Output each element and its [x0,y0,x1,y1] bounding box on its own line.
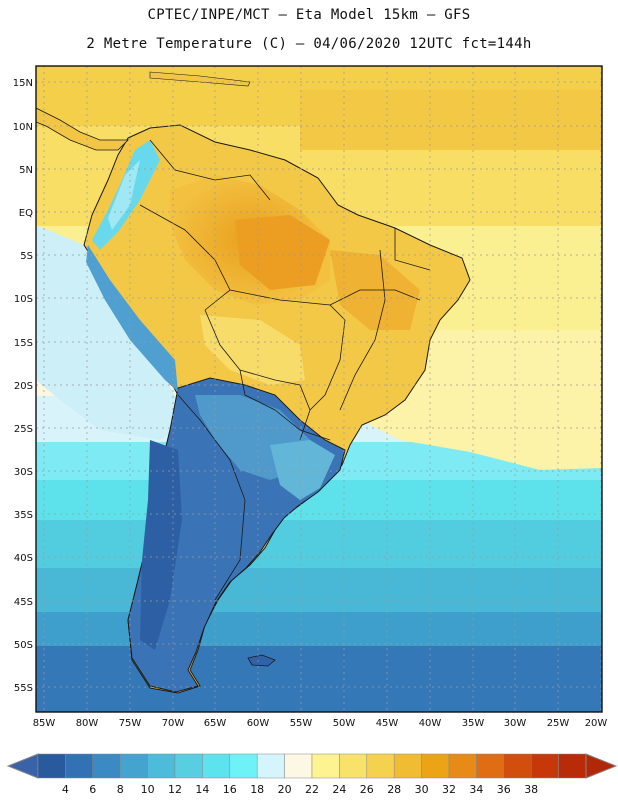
lat-label: 30S [14,467,33,478]
lon-label: 40W [419,718,442,729]
lat-label: 5N [19,165,33,176]
lat-label: 45S [14,597,33,608]
colorbar-cell [530,753,559,779]
colorbar-cell [366,753,395,779]
colorbar-cell [147,753,176,779]
colorbar-label: 32 [442,783,456,796]
andes-north-peaks [108,160,140,230]
map-frame [35,65,603,713]
colorbar-cell [339,753,368,779]
lon-label: 55W [290,718,313,729]
lon-label: 20W [585,718,608,729]
colorbar-cell [476,753,505,779]
lon-axis-labels: 85W 80W 75W 70W 65W 60W 55W 50W 45W 40W … [33,718,608,729]
colorbar-label: 28 [387,783,401,796]
colorbar-label: 4 [62,783,69,796]
lat-lon-grid [36,66,602,712]
colorbar-label: 16 [223,783,237,796]
bolivia-chaco-band [200,315,305,385]
lat-label: 10N [13,122,33,133]
band-10c [36,612,602,646]
colorbar-label: 8 [117,783,124,796]
band-atlantic-north [300,90,602,150]
colorbar-label: 22 [305,783,319,796]
colorbar-cell [256,753,285,779]
amazon-hot-spot [235,215,330,290]
colorbar-label: 34 [469,783,483,796]
lon-label: 80W [76,718,99,729]
colorbar-label: 20 [278,783,292,796]
colorbar-cell [421,753,450,779]
colorbar-label: 12 [168,783,182,796]
lat-label: 40S [14,553,33,564]
lon-label: 45W [376,718,399,729]
colorbar-label: 38 [524,783,538,796]
colorbar-cell [503,753,532,779]
lat-label: 15N [13,78,33,89]
colorbar-cell [92,753,121,779]
colorbar-cell [558,753,587,779]
andes-central-cold [86,245,178,392]
colorbar-over-arrow [585,753,618,779]
lon-label: 50W [333,718,356,729]
colorbar-label: 30 [415,783,429,796]
lat-label: 5S [20,251,33,262]
colorbar-label: 10 [141,783,155,796]
colorbar-label: 6 [89,783,96,796]
colorbar-cell [311,753,340,779]
lon-label: 35W [462,718,485,729]
patagonia-coldest [140,440,182,650]
lat-label: 35S [14,510,33,521]
lon-label: 60W [247,718,270,729]
colorbar-cell [37,753,66,779]
colorbar-cell [65,753,94,779]
lat-label: 20S [14,381,33,392]
colorbar-cell [202,753,231,779]
lon-label: 75W [119,718,142,729]
lat-label: 25S [14,424,33,435]
central-america [36,107,129,151]
pacific-cool-strip [36,225,190,440]
colorbar-cell [119,753,148,779]
lon-label: 25W [547,718,570,729]
temperature-field [36,66,602,712]
colorbar-cell [174,753,203,779]
colorbar-cell [284,753,313,779]
colorbar-label: 14 [195,783,209,796]
colorbar-label: 24 [332,783,346,796]
colorbar-label: 36 [497,783,511,796]
colorbar-under-arrow [6,753,39,779]
lat-label: 55S [14,683,33,694]
colorbar-cell [448,753,477,779]
lat-label: 10S [14,294,33,305]
band-8c [36,646,602,712]
lat-axis-labels: 15N 10N 5N EQ 5S 10S 15S 20S 25S 30S 35S… [13,78,33,694]
lon-label: 85W [33,718,56,729]
map-title-line2: 2 Metre Temperature (C) – 04/06/2020 12U… [86,36,532,52]
lon-label: 70W [162,718,185,729]
colorbar-cell [393,753,422,779]
colorbar-label: 26 [360,783,374,796]
colorbar-cell [229,753,258,779]
uruguay-cool [270,440,335,500]
lat-label: 50S [14,640,33,651]
band-14c [36,520,602,568]
map-title-line1: CPTEC/INPE/MCT – Eta Model 15km – GFS [147,7,471,23]
falkland-islands [247,654,276,667]
caribbean-islands [149,71,251,87]
lon-label: 30W [504,718,527,729]
band-12c [36,568,602,612]
lat-label: 15S [14,338,33,349]
lat-label: EQ [19,208,33,219]
lon-label: 65W [204,718,227,729]
colorbar: 4 6 8 10 12 14 16 18 20 22 24 26 28 30 32 34 36 38 [6,753,618,796]
colorbar-label: 18 [250,783,264,796]
